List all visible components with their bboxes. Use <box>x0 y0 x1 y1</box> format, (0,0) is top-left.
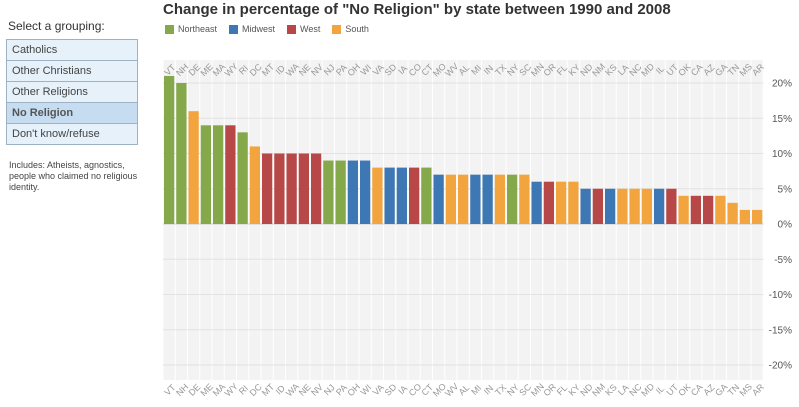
legend-swatch-midwest <box>229 24 239 34</box>
chart-legend: Northeast Midwest West South <box>165 24 369 34</box>
legend-item-northeast[interactable]: Northeast <box>165 24 217 34</box>
bar-tx[interactable] <box>494 174 505 224</box>
bar-mo[interactable] <box>433 174 444 224</box>
bar-ky[interactable] <box>568 181 579 224</box>
y-tick-label: 15% <box>772 114 792 125</box>
bar-or[interactable] <box>543 181 554 224</box>
bar-wy[interactable] <box>225 125 236 224</box>
legend-item-midwest[interactable]: Midwest <box>229 24 275 34</box>
bar-ri[interactable] <box>237 132 248 224</box>
bar-tn[interactable] <box>727 202 738 224</box>
legend-item-south[interactable]: South <box>332 24 369 34</box>
bar-ct[interactable] <box>421 167 432 224</box>
bar-dc[interactable] <box>249 146 260 224</box>
x-tick-label-bottom: AR <box>750 382 766 398</box>
bar-oh[interactable] <box>347 160 358 224</box>
bar-wv[interactable] <box>445 174 456 224</box>
bar-nm[interactable] <box>592 188 603 224</box>
y-tick-label: 5% <box>778 184 793 195</box>
bar-ny[interactable] <box>507 174 518 224</box>
bar-ks[interactable] <box>605 188 616 224</box>
bar-id[interactable] <box>274 153 285 225</box>
bar-ms[interactable] <box>739 209 750 224</box>
bar-mi[interactable] <box>470 174 481 224</box>
grouping-list: Catholics Other Christians Other Religio… <box>6 39 138 145</box>
bar-ia[interactable] <box>396 167 407 224</box>
bar-fl[interactable] <box>556 181 567 224</box>
bar-mt[interactable] <box>262 153 273 225</box>
bar-mn[interactable] <box>531 181 542 224</box>
bar-nh[interactable] <box>176 83 187 224</box>
bar-ga[interactable] <box>715 195 726 224</box>
bar-nc[interactable] <box>629 188 640 224</box>
legend-swatch-northeast <box>165 24 174 34</box>
bar-wa[interactable] <box>286 153 297 225</box>
y-tick-label: -5% <box>774 255 792 266</box>
bar-in[interactable] <box>482 174 493 224</box>
bar-nv[interactable] <box>311 153 322 225</box>
y-tick-label: 0% <box>778 220 793 231</box>
bar-co[interactable] <box>409 167 420 224</box>
y-tick-label: 20% <box>772 79 792 90</box>
y-tick-label: 10% <box>772 149 792 160</box>
chart-title: Change in percentage of "No Religion" by… <box>163 1 671 18</box>
bar-ut[interactable] <box>666 188 677 224</box>
grouping-note: Includes: Atheists, agnostics, people wh… <box>9 160 138 192</box>
bar-ok[interactable] <box>678 195 689 224</box>
y-tick-label: -10% <box>769 290 792 301</box>
legend-label-northeast: Northeast <box>178 24 218 34</box>
legend-label-midwest: Midwest <box>242 24 276 34</box>
bar-md[interactable] <box>641 188 652 224</box>
y-tick-label: -20% <box>769 361 792 372</box>
bar-az[interactable] <box>703 195 714 224</box>
legend-label-west: West <box>300 24 321 34</box>
bar-ma[interactable] <box>213 125 224 224</box>
legend-item-west[interactable]: West <box>287 24 320 34</box>
bar-sc[interactable] <box>519 174 530 224</box>
bar-il[interactable] <box>654 188 665 224</box>
bar-va[interactable] <box>372 167 383 224</box>
bar-sd[interactable] <box>384 167 395 224</box>
grouping-sidebar: Select a grouping: Catholics Other Chris… <box>6 19 138 193</box>
grouping-dont-know-button[interactable]: Don't know/refuse <box>6 123 138 145</box>
bar-pa[interactable] <box>335 160 346 224</box>
y-tick-label: -15% <box>769 325 792 336</box>
bar-vt[interactable] <box>164 75 175 224</box>
legend-label-south: South <box>345 24 369 34</box>
bar-al[interactable] <box>458 174 469 224</box>
bar-de[interactable] <box>188 111 199 224</box>
legend-swatch-west <box>287 24 297 34</box>
legend-swatch-south <box>332 24 342 34</box>
bar-ca[interactable] <box>690 195 701 224</box>
bar-me[interactable] <box>200 125 211 224</box>
bar-ar[interactable] <box>752 209 763 224</box>
bar-wi[interactable] <box>360 160 371 224</box>
select-grouping-label: Select a grouping: <box>8 19 105 33</box>
bar-la[interactable] <box>617 188 628 224</box>
bar-nj[interactable] <box>323 160 334 224</box>
bar-nd[interactable] <box>580 188 591 224</box>
bar-ne[interactable] <box>298 153 309 225</box>
